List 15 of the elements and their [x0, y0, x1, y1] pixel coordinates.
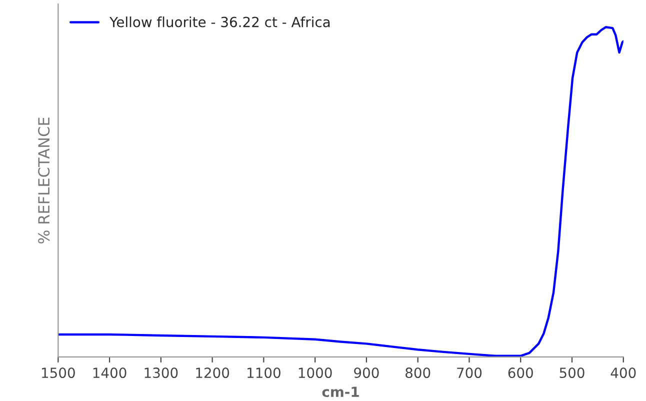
legend-label: Yellow fluorite - 36.22 ct - Africa: [110, 16, 330, 28]
x-tick-label: 1200: [196, 368, 230, 378]
x-tick-label: 1500: [42, 368, 75, 378]
x-tick-label: 700: [457, 368, 482, 378]
x-tick-label: 400: [610, 368, 636, 378]
y-axis-title: % REFLECTANCE: [38, 118, 50, 244]
x-tick-label: 1400: [93, 368, 126, 378]
x-tick-label: 1100: [248, 368, 280, 378]
x-tick-label: 500: [560, 368, 584, 378]
x-tick-label: 900: [354, 368, 379, 378]
x-tick-label: 1300: [144, 368, 178, 378]
x-axis-title: cm-1: [322, 386, 359, 398]
x-tick-label: 1000: [298, 368, 332, 378]
x-tick-label: 600: [508, 368, 533, 378]
x-tick-label: 800: [406, 368, 430, 378]
